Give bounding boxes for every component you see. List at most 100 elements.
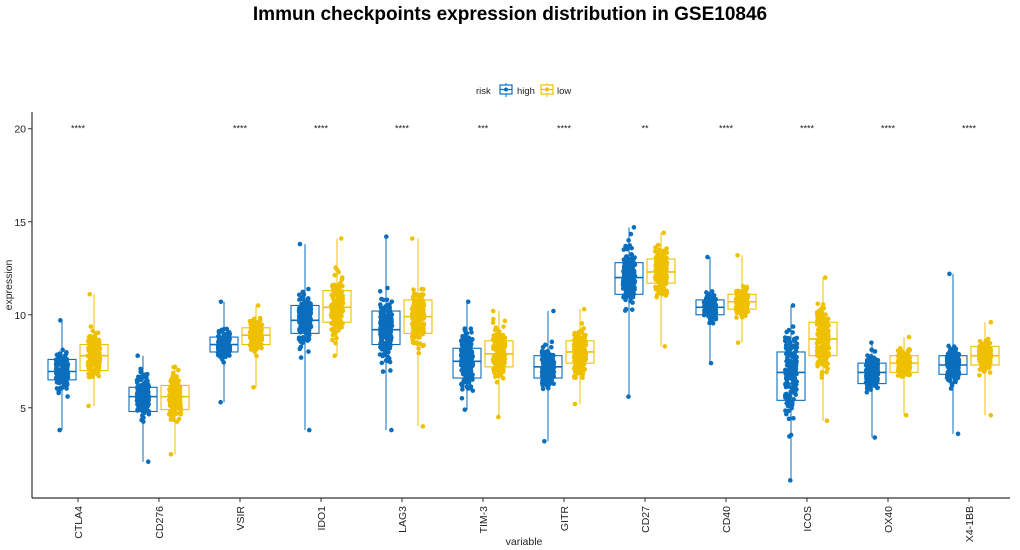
significance-label: **** — [557, 124, 572, 134]
data-point — [333, 340, 338, 346]
data-point — [576, 359, 582, 364]
data-point — [551, 362, 556, 368]
data-point — [501, 357, 506, 363]
data-point — [657, 270, 662, 276]
significance-label: *** — [478, 124, 489, 134]
data-point — [146, 394, 152, 399]
data-point — [301, 310, 307, 316]
data-point — [787, 393, 792, 399]
data-point — [54, 352, 60, 358]
data-point — [793, 367, 798, 373]
data-point — [416, 299, 421, 305]
data-point — [501, 345, 506, 350]
data-point — [219, 348, 225, 354]
data-point — [737, 304, 743, 310]
data-point — [632, 255, 637, 260]
data-point — [144, 403, 150, 408]
data-point — [735, 340, 741, 345]
data-point — [823, 357, 829, 363]
data-point — [820, 329, 825, 335]
data-point — [540, 359, 546, 365]
data-point — [141, 394, 147, 400]
data-point — [135, 384, 140, 389]
legend: risk high low — [476, 83, 571, 97]
legend-key-high — [499, 83, 513, 97]
data-point — [298, 344, 304, 350]
data-point — [411, 287, 416, 293]
data-point — [653, 286, 659, 292]
data-point — [825, 328, 830, 333]
data-point — [177, 391, 182, 397]
significance-label: **** — [800, 124, 815, 134]
data-point — [737, 294, 743, 299]
data-point — [58, 318, 63, 323]
data-point — [654, 294, 659, 300]
data-point — [659, 261, 665, 267]
data-point — [462, 407, 468, 412]
data-point — [786, 416, 792, 422]
data-point — [332, 320, 338, 326]
data-point — [379, 317, 385, 323]
data-point — [816, 359, 821, 364]
data-point — [218, 399, 223, 405]
box-low-cd27 — [646, 230, 676, 349]
data-point — [664, 288, 669, 294]
data-point — [468, 384, 474, 389]
data-point — [874, 367, 879, 373]
data-point — [825, 361, 830, 367]
data-point — [411, 300, 417, 305]
data-point — [820, 344, 825, 350]
x-tick-label-ido1: IDO1 — [316, 506, 328, 531]
data-point — [743, 299, 749, 305]
y-tick-label: 10 — [14, 310, 26, 322]
data-point — [783, 391, 789, 397]
data-point — [947, 360, 953, 365]
data-point — [987, 340, 993, 346]
box-high-vsir — [209, 299, 239, 405]
data-point — [708, 314, 713, 320]
x-axis-label: variable — [506, 536, 543, 548]
data-point — [468, 326, 474, 331]
data-point — [786, 327, 792, 333]
box-low-tim-3 — [484, 308, 514, 420]
legend-key-low — [540, 83, 554, 97]
data-point — [502, 318, 508, 324]
data-point — [56, 361, 62, 367]
data-point — [91, 353, 97, 358]
data-point — [306, 349, 311, 354]
data-point — [869, 340, 874, 345]
data-point — [944, 375, 950, 381]
legend-title: risk — [476, 86, 491, 97]
data-point — [173, 398, 179, 403]
data-point — [412, 307, 417, 313]
data-point — [300, 335, 306, 340]
data-point — [460, 381, 466, 386]
data-point — [819, 369, 825, 375]
data-point — [623, 289, 629, 295]
data-point — [662, 344, 668, 349]
data-point — [56, 367, 62, 372]
data-point — [337, 282, 343, 288]
data-point — [171, 385, 176, 390]
data-point — [218, 299, 224, 305]
data-point — [297, 241, 303, 247]
box-low-x4-1bb — [970, 319, 1000, 418]
box-low-icos — [808, 275, 838, 424]
data-point — [413, 292, 418, 297]
data-point — [338, 289, 344, 295]
data-point — [338, 236, 344, 241]
data-point — [784, 359, 790, 365]
data-point — [142, 410, 147, 416]
legend-label-low: low — [557, 86, 571, 97]
data-point — [168, 451, 174, 457]
data-point — [145, 386, 150, 392]
data-point — [875, 371, 881, 376]
data-point — [794, 345, 800, 350]
data-point — [459, 395, 465, 401]
data-point — [461, 370, 466, 376]
significance-label: **** — [233, 124, 248, 134]
data-point — [386, 349, 391, 355]
data-point — [868, 387, 874, 392]
data-point — [386, 309, 391, 315]
data-point — [543, 350, 548, 355]
